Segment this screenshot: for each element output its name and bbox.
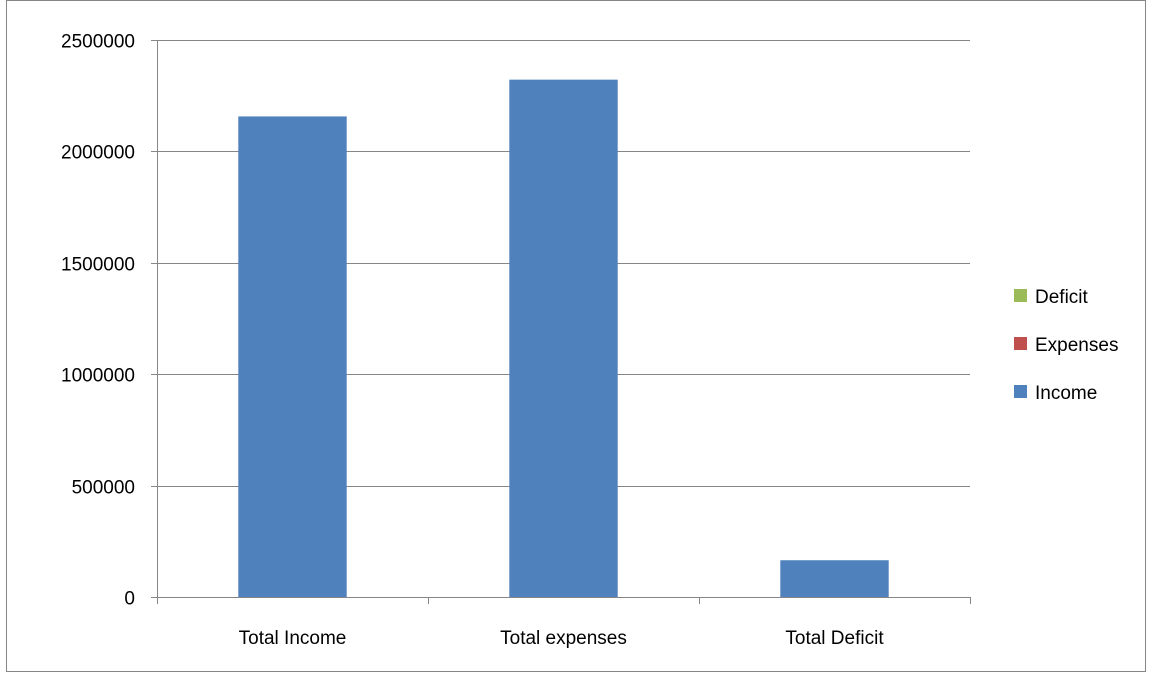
y-tick-label: 2500000 [61, 32, 135, 53]
y-tick-label: 1000000 [61, 366, 135, 387]
legend-label-expenses: Expenses [1035, 335, 1118, 356]
legend: Deficit Expenses Income [1014, 287, 1118, 404]
x-tick-label: Total Deficit [785, 628, 884, 649]
legend-label-income: Income [1035, 383, 1097, 404]
x-axis-tick-labels: Total Income Total expenses Total Deficit [239, 628, 885, 649]
y-axis-tick-labels: 0 500000 1000000 1500000 2000000 2500000 [61, 32, 135, 610]
y-tick-label: 1500000 [61, 255, 135, 276]
bar-income-total-expenses [509, 79, 618, 598]
x-tick-label: Total Income [239, 628, 347, 649]
legend-swatch-expenses [1014, 337, 1027, 350]
bars [238, 79, 889, 598]
y-tick-label: 0 [124, 589, 135, 610]
bar-income-total-income [238, 116, 347, 597]
y-tick-label: 2000000 [61, 143, 135, 164]
legend-swatch-income [1014, 385, 1027, 398]
y-tick-label: 500000 [72, 478, 135, 499]
legend-label-deficit: Deficit [1035, 287, 1089, 308]
bar-income-total-deficit [780, 560, 889, 597]
x-tick-label: Total expenses [500, 628, 627, 649]
axes [151, 40, 971, 604]
legend-swatch-deficit [1014, 289, 1027, 302]
